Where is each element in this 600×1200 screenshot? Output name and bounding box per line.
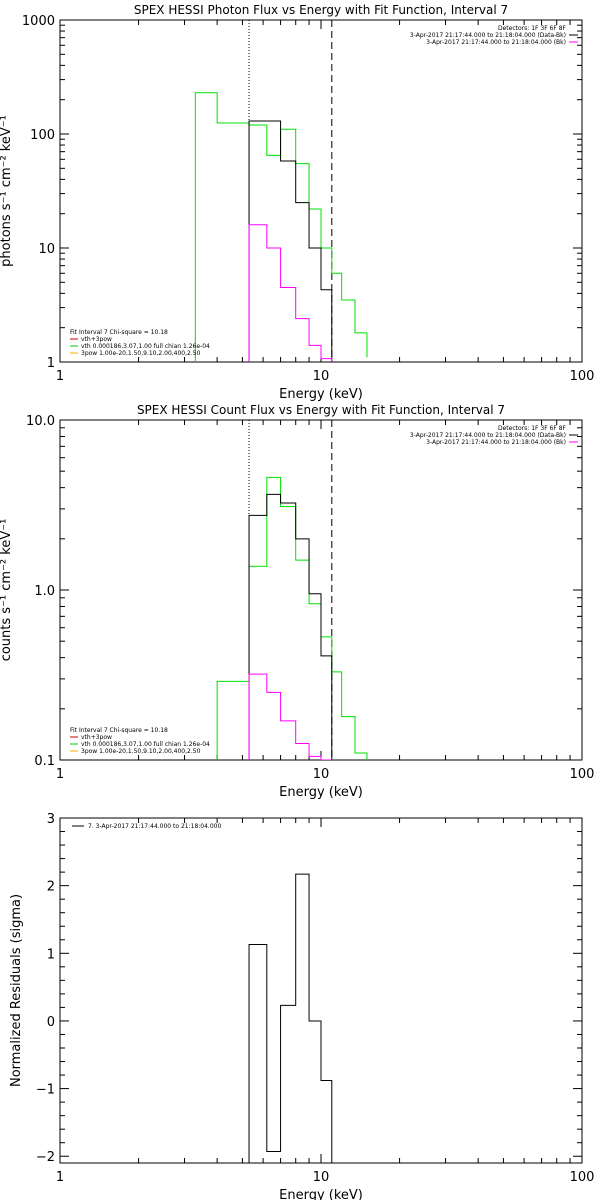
y-tick-label: 3 — [47, 812, 55, 827]
x-tick-label: 10 — [313, 1170, 330, 1185]
x-tick-label: 10 — [313, 369, 330, 384]
y-tick-label: −1 — [36, 1083, 55, 1098]
chart-title: SPEX HESSI Count Flux vs Energy with Fit… — [137, 403, 505, 417]
plot-area — [194, 20, 368, 362]
plot-frame — [59, 419, 583, 761]
fit-legend-entry: Fit Interval 7 Chi-square = 10.18 — [70, 727, 168, 734]
y-tick-label: 0 — [47, 1015, 55, 1030]
x-tick-label: 1 — [56, 369, 64, 384]
y-tick-label: 1 — [47, 947, 55, 962]
y-axis-label: counts s⁻¹ cm⁻² keV⁻¹ — [0, 519, 14, 662]
x-tick-label: 100 — [570, 767, 595, 782]
plot-frame — [59, 817, 583, 1164]
legend-entry: 3-Apr-2017 21:17:44.000 to 21:18:04.000 … — [410, 432, 566, 439]
plot-area — [216, 420, 368, 760]
plot-area — [248, 873, 333, 1163]
chart-title: SPEX HESSI Photon Flux vs Energy with Fi… — [134, 3, 508, 17]
y-tick-label: 0.1 — [34, 754, 55, 769]
x-axis-label: Energy (keV) — [279, 785, 363, 800]
series-1-step-line — [248, 120, 333, 362]
fit-legend-entry: vth+3pow — [81, 336, 112, 343]
fit-legend-entry: 3pow 1.00e-20,1.50,9.10,2.00,400,2.50 — [81, 350, 201, 357]
series-1-step-line — [248, 493, 333, 760]
series-0-step-line — [248, 873, 333, 1163]
count-flux-panel: SPEX HESSI Count Flux vs Energy with Fit… — [0, 403, 594, 800]
x-tick-label: 1 — [56, 767, 64, 782]
legend-entry: Detectors: 1F 3F 6F 8F — [498, 425, 567, 432]
legend-entry: 7. 3-Apr-2017 21:17:44.000 to 21:18:04.0… — [88, 823, 221, 830]
series-2-step-line — [248, 673, 333, 760]
fit-legend-entry: Fit Interval 7 Chi-square = 10.18 — [70, 329, 168, 336]
legend-entry: 3-Apr-2017 21:17:44.000 to 21:18:04.000 … — [426, 39, 566, 46]
plot-frame — [59, 19, 583, 363]
y-tick-label: 1 — [47, 356, 55, 371]
y-axis-label: photons s⁻¹ cm⁻² keV⁻¹ — [0, 115, 14, 267]
y-tick-label: 1.0 — [34, 584, 55, 599]
legend-entry: 3-Apr-2017 21:17:44.000 to 21:18:04.000 … — [426, 439, 566, 446]
y-axis-label: Normalized Residuals (sigma) — [9, 894, 24, 1087]
series-2-step-line — [248, 224, 333, 362]
y-tick-label: −2 — [36, 1150, 55, 1165]
photon-flux-panel: SPEX HESSI Photon Flux vs Energy with Fi… — [0, 3, 594, 402]
residuals-panel: 1 10 100 −2 −1 0 1 2 3 Energy (keV) Normalized Res… — [9, 812, 594, 1200]
y-tick-label: 100 — [30, 128, 55, 143]
fit-legend-entry: vth+3pow — [81, 734, 112, 741]
legend-entry: Detectors: 1F 3F 6F 8F — [498, 25, 567, 32]
x-axis-label: Energy (keV) — [279, 387, 363, 402]
fit-legend-entry: vth 0.000186,3.07,1.00 full chian 1.26e-… — [81, 741, 210, 748]
x-tick-label: 100 — [570, 369, 595, 384]
y-tick-label: 10 — [38, 242, 55, 257]
fit-legend-entry: 3pow 1.00e-20,1.50,9.10,2.00,400,2.50 — [81, 748, 201, 755]
legend-entry: 3-Apr-2017 21:17:44.000 to 21:18:04.000 … — [410, 32, 566, 39]
y-tick-label: 1000 — [22, 14, 55, 29]
x-axis-label: Energy (keV) — [279, 1188, 363, 1200]
fit-legend-entry: vth 0.000186,3.07,1.00 full chian 1.26e-… — [81, 343, 210, 350]
series-0-step-line — [194, 92, 368, 362]
x-tick-label: 10 — [313, 767, 330, 782]
y-tick-label: 10.0 — [26, 414, 55, 429]
x-tick-label: 1 — [56, 1170, 64, 1185]
x-tick-label: 100 — [570, 1170, 595, 1185]
series-0-step-line — [216, 476, 368, 760]
y-tick-label: 2 — [47, 880, 55, 895]
